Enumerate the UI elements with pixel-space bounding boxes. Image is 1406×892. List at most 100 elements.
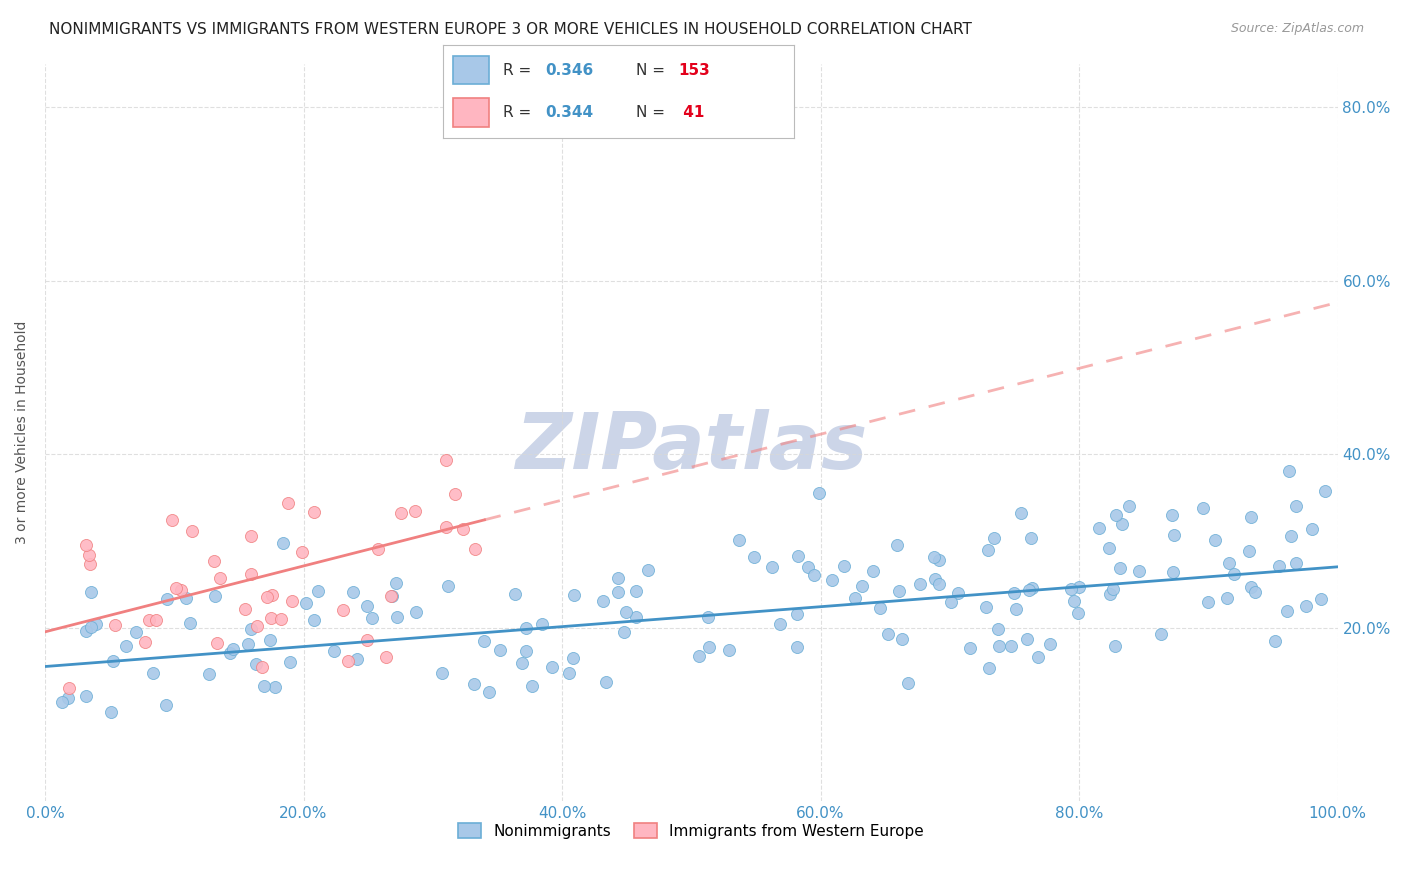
Point <box>503 587 526 601</box>
Point <box>239 622 262 636</box>
Point <box>51 695 73 709</box>
Point <box>939 595 962 609</box>
Point <box>946 586 969 600</box>
Point <box>515 644 537 658</box>
Point <box>264 680 287 694</box>
Y-axis label: 3 or more Vehicles in Household: 3 or more Vehicles in Household <box>15 321 30 544</box>
Point <box>381 590 404 604</box>
Point <box>1109 561 1132 575</box>
Point <box>405 605 427 619</box>
Point <box>101 654 124 668</box>
Point <box>744 549 766 564</box>
Point <box>1244 584 1267 599</box>
Point <box>472 634 495 648</box>
Point <box>624 610 647 624</box>
Point <box>1002 585 1025 599</box>
Point <box>1017 632 1039 646</box>
Point <box>281 593 304 607</box>
Point <box>1161 565 1184 579</box>
Point <box>451 523 474 537</box>
Point <box>356 599 378 614</box>
Point <box>987 622 1010 636</box>
Point <box>360 611 382 625</box>
Point <box>1005 602 1028 616</box>
Point <box>336 654 359 668</box>
Point <box>769 617 792 632</box>
Text: 0.346: 0.346 <box>544 62 593 78</box>
Point <box>240 529 263 543</box>
Point <box>821 573 844 587</box>
Legend: Nonimmigrants, Immigrants from Western Europe: Nonimmigrants, Immigrants from Western E… <box>453 816 931 845</box>
Point <box>464 541 486 556</box>
Point <box>607 584 630 599</box>
Text: 41: 41 <box>678 105 704 120</box>
Point <box>851 579 873 593</box>
Point <box>142 666 165 681</box>
Point <box>1237 544 1260 558</box>
Point <box>908 577 931 591</box>
Point <box>356 633 378 648</box>
Point <box>1204 533 1226 547</box>
Point <box>1160 508 1182 522</box>
Point <box>922 549 945 564</box>
Point <box>134 635 156 649</box>
Point <box>77 549 100 563</box>
Text: R =: R = <box>503 62 536 78</box>
Point <box>595 674 617 689</box>
Point <box>877 626 900 640</box>
Point <box>786 607 808 621</box>
Point <box>558 666 581 681</box>
Point <box>844 591 866 605</box>
Point <box>928 553 950 567</box>
Point <box>1021 531 1043 545</box>
Text: NONIMMIGRANTS VS IMMIGRANTS FROM WESTERN EUROPE 3 OR MORE VEHICLES IN HOUSEHOLD : NONIMMIGRANTS VS IMMIGRANTS FROM WESTERN… <box>49 22 972 37</box>
Point <box>897 676 920 690</box>
Point <box>162 513 184 527</box>
Point <box>437 579 460 593</box>
Point <box>520 679 543 693</box>
Point <box>277 496 299 510</box>
Point <box>1163 528 1185 542</box>
Point <box>80 585 103 599</box>
Point <box>280 656 302 670</box>
FancyBboxPatch shape <box>453 98 489 127</box>
Point <box>890 632 912 647</box>
Point <box>270 612 292 626</box>
Point <box>510 657 533 671</box>
Point <box>1099 587 1122 601</box>
Point <box>246 619 269 633</box>
Point <box>245 657 267 671</box>
Text: 0.344: 0.344 <box>544 105 593 120</box>
Point <box>614 605 637 619</box>
Point <box>928 577 950 591</box>
Point <box>1067 580 1090 594</box>
Point <box>250 660 273 674</box>
Point <box>367 541 389 556</box>
Point <box>197 667 219 681</box>
Point <box>463 677 485 691</box>
Point <box>1000 639 1022 653</box>
Point <box>613 624 636 639</box>
Point <box>1279 529 1302 543</box>
Point <box>834 558 856 573</box>
Point <box>434 519 457 533</box>
Point <box>332 603 354 617</box>
Point <box>404 504 426 518</box>
Point <box>1295 599 1317 614</box>
Text: Source: ZipAtlas.com: Source: ZipAtlas.com <box>1230 22 1364 36</box>
Point <box>1101 582 1123 596</box>
Point <box>155 698 177 712</box>
Point <box>718 643 741 657</box>
Point <box>1039 637 1062 651</box>
Point <box>1301 523 1323 537</box>
Point <box>696 610 718 624</box>
Point <box>1010 506 1032 520</box>
Point <box>1111 516 1133 531</box>
Point <box>889 584 911 599</box>
Point <box>291 544 314 558</box>
Point <box>260 588 283 602</box>
Point <box>488 643 510 657</box>
Point <box>531 617 554 632</box>
Point <box>209 571 232 585</box>
Point <box>138 613 160 627</box>
